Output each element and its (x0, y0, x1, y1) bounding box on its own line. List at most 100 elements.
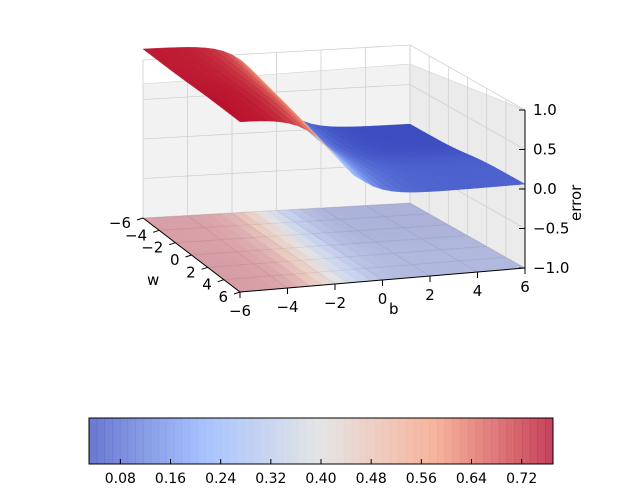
contour-cell (420, 269, 438, 274)
colorbar-band (228, 418, 237, 464)
colorbar-band (522, 418, 531, 464)
contour-cell (233, 221, 250, 226)
contour-cell (386, 256, 403, 260)
contour-cell (286, 277, 303, 281)
contour-cell (498, 259, 516, 264)
contour-cell (428, 249, 445, 254)
contour-cell (237, 224, 254, 229)
colorbar-band (444, 418, 453, 464)
contour-cell (281, 264, 298, 269)
error-axis-label: error (567, 184, 585, 221)
contour-cell (183, 248, 199, 252)
contour-cell (354, 205, 371, 209)
contour-cell (345, 272, 362, 277)
colorbar-band (406, 418, 415, 464)
colorbar-band (382, 418, 392, 464)
contour-cell (382, 222, 399, 226)
contour-cell (282, 222, 299, 226)
contour-cell (314, 278, 331, 283)
contour-cell (247, 240, 264, 245)
contour-cell (218, 255, 235, 260)
contour-cell (276, 251, 293, 256)
contour-cell (316, 235, 333, 240)
b-tick-label: 4 (473, 282, 483, 300)
contour-cell (391, 259, 408, 263)
contour-cell (189, 234, 206, 239)
contour-cell (298, 224, 315, 228)
colorbar-band (514, 418, 523, 464)
contour-cell (268, 255, 285, 260)
contour-cell (290, 280, 308, 284)
contour-cell (392, 206, 409, 210)
contour-cell (199, 260, 216, 265)
contour-cell (442, 242, 459, 247)
contour-cell (217, 245, 234, 250)
w-axis-label: w (147, 271, 159, 289)
contour-cell (220, 238, 237, 243)
contour-cell (305, 220, 322, 225)
contour-cell (336, 209, 353, 214)
contour-cell (314, 210, 331, 215)
contour-cell (391, 243, 408, 247)
contour-cell (266, 271, 283, 276)
contour-cell (298, 208, 315, 213)
contour-cell (444, 236, 461, 240)
contour-cell (203, 253, 219, 258)
contour-cell (416, 235, 433, 239)
contour-cell (395, 215, 412, 219)
contour-cell (398, 255, 415, 259)
contour-cell (397, 209, 414, 213)
contour-cell (307, 230, 324, 234)
contour-cell (259, 275, 275, 280)
contour-cell (262, 216, 279, 221)
colorbar-band (537, 418, 546, 464)
contour-cell (430, 243, 448, 248)
contour-cell (244, 221, 261, 225)
contour-cell (460, 238, 478, 242)
contour-cell (389, 249, 406, 254)
contour-cell (212, 232, 229, 237)
contour-cell (264, 226, 281, 231)
contour-cell (323, 232, 340, 236)
contour-cell (309, 208, 326, 212)
contour-cell (374, 210, 391, 214)
contour-cell (458, 244, 476, 249)
w-tick-mark (217, 279, 224, 283)
colorbar-band (174, 418, 183, 464)
w-tick-mark (136, 217, 144, 221)
contour-cell (370, 222, 387, 227)
contour-cell (175, 241, 191, 246)
contour-cell (195, 220, 212, 225)
contour-cell (312, 258, 329, 263)
colorbar-band (282, 418, 291, 464)
contour-cell (247, 214, 263, 219)
colorbar-band (89, 418, 98, 464)
contour-cell (296, 256, 313, 261)
colorbar-tick-label: 0.32 (255, 471, 286, 487)
contour-cell (316, 220, 333, 224)
contour-cell (254, 272, 271, 277)
contour-cell (421, 237, 438, 242)
contour-cell (341, 227, 358, 232)
contour-cell (358, 255, 375, 259)
contour-cell (372, 216, 389, 221)
contour-cell (273, 258, 290, 263)
contour-cell (388, 218, 405, 223)
contour-cell (284, 257, 301, 262)
contour-cell (303, 211, 319, 215)
contour-cell (282, 274, 299, 278)
contour-cell (380, 244, 397, 248)
w-tick-mark (201, 266, 208, 270)
contour-cell (310, 275, 327, 280)
colorbar-band (220, 418, 229, 464)
contour-cell (274, 268, 291, 272)
contour-cell (332, 222, 349, 226)
contour-cell (315, 251, 332, 256)
colorbar-band (452, 418, 461, 464)
contour-cell (322, 248, 339, 252)
contour-cell (372, 263, 389, 268)
contour-cell (182, 238, 199, 242)
contour-cell (274, 241, 291, 246)
colorbar-band (143, 418, 152, 464)
contour-cell (330, 228, 346, 233)
